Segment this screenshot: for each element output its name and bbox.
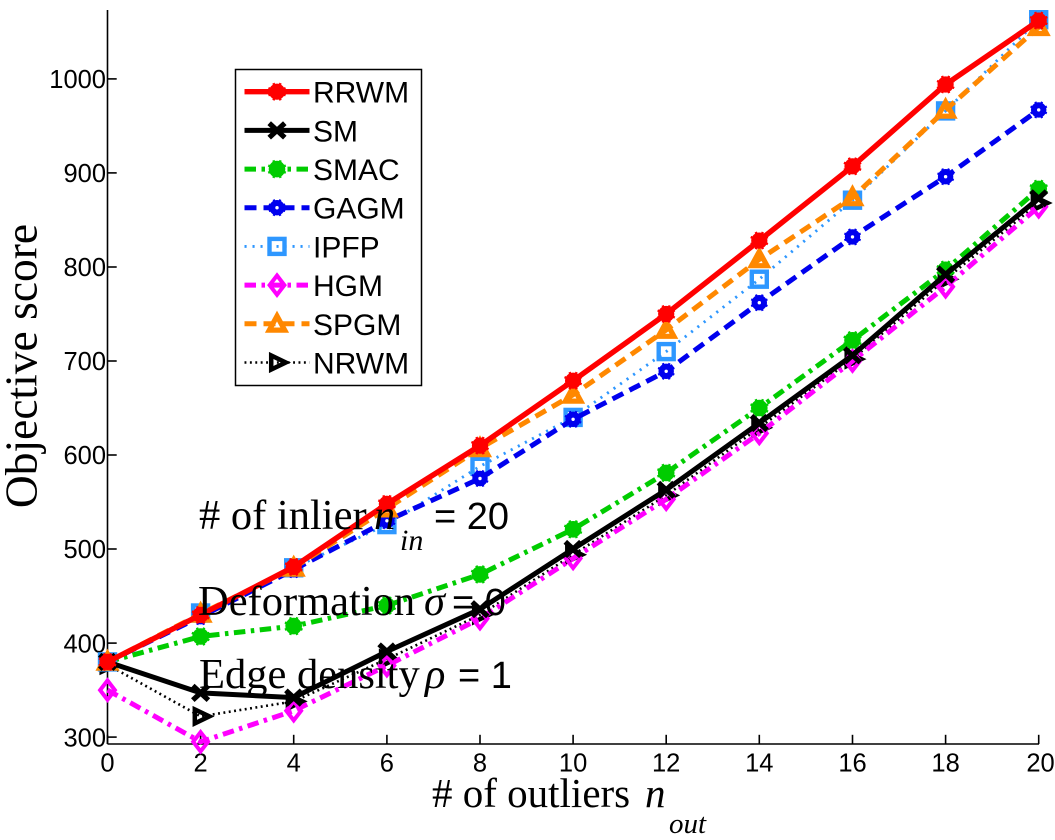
svg-text:20: 20 xyxy=(1026,750,1054,778)
svg-text:SMAC: SMAC xyxy=(313,154,400,187)
svg-text:= 20: = 20 xyxy=(434,496,509,538)
svg-text:800: 800 xyxy=(63,254,106,282)
svg-text:900: 900 xyxy=(63,160,106,188)
svg-text:Objective score: Objective score xyxy=(0,224,47,508)
svg-text:12: 12 xyxy=(652,750,680,778)
svg-text:8: 8 xyxy=(473,750,487,778)
svg-text:out: out xyxy=(669,808,707,840)
svg-text:14: 14 xyxy=(745,750,773,778)
svg-text:10: 10 xyxy=(559,750,587,778)
svg-text:2: 2 xyxy=(194,750,208,778)
svg-text:IPFP: IPFP xyxy=(313,231,380,264)
svg-text:SPGM: SPGM xyxy=(313,309,401,342)
svg-text:16: 16 xyxy=(838,750,866,778)
svg-text:= 0: = 0 xyxy=(452,582,506,624)
svg-text:300: 300 xyxy=(63,724,106,752)
svg-text:NRWM: NRWM xyxy=(313,348,409,381)
svg-text:4: 4 xyxy=(287,750,301,778)
svg-text:500: 500 xyxy=(63,536,106,564)
svg-text:in: in xyxy=(400,524,423,557)
svg-text:1000: 1000 xyxy=(49,66,106,94)
svg-text:= 1: = 1 xyxy=(458,655,512,697)
svg-text:ρ: ρ xyxy=(423,651,445,698)
svg-text:SM: SM xyxy=(313,115,358,148)
svg-text:6: 6 xyxy=(380,750,394,778)
svg-text:18: 18 xyxy=(931,750,959,778)
svg-text:Edge density: Edge density xyxy=(199,651,420,698)
svg-text:0: 0 xyxy=(100,750,114,778)
svg-text:n: n xyxy=(374,492,395,539)
svg-text:700: 700 xyxy=(63,348,106,376)
svg-text:Deformation: Deformation xyxy=(198,578,415,625)
svg-text:RRWM: RRWM xyxy=(313,77,409,110)
svg-text:# of outliers: # of outliers xyxy=(432,770,630,816)
svg-text:600: 600 xyxy=(63,442,106,470)
svg-text:n: n xyxy=(645,770,666,816)
svg-text:GAGM: GAGM xyxy=(313,193,405,226)
svg-text:HGM: HGM xyxy=(313,270,383,303)
svg-text:# of inlier: # of inlier xyxy=(199,492,367,539)
svg-text:σ: σ xyxy=(424,578,447,625)
